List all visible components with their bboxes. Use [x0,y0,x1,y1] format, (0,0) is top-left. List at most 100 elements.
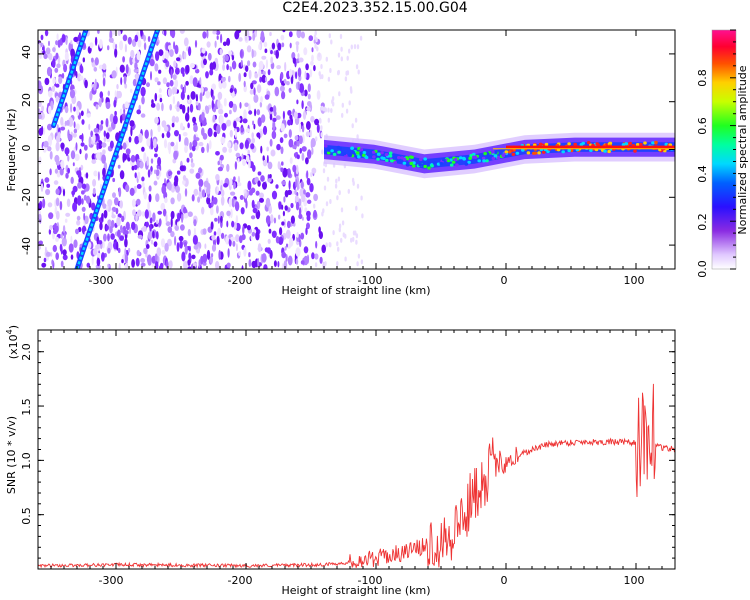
heatmap-cell [68,134,73,141]
heatmap-cell [194,40,198,48]
heatmap-cell [122,142,127,150]
heatmap-cell [248,259,252,267]
heatmap-cell [55,188,60,195]
heatmap-cell [85,195,91,204]
heatmap-cell [77,182,83,189]
colorbar-gradient [712,30,736,269]
heatmap-cell [73,239,78,248]
figure-title: C2E4.2023.352.15.00.G04 [282,0,468,16]
heatmap-cell [303,246,309,254]
heatmap-cell [154,92,158,102]
heatmap-cell [240,49,243,58]
heatmap-cell [166,82,170,88]
heatmap-cell [153,180,158,186]
heatmap-cell [170,210,175,220]
heatmap-cell [178,133,181,143]
heatmap-cell [297,53,300,59]
band-cell [327,148,332,152]
heatmap-cell [297,81,300,90]
heatmap-cell [154,63,159,72]
heatmap-cell [211,99,214,110]
band-cell [432,161,437,165]
heatmap-cell [336,261,339,267]
heatmap-cell [211,244,217,252]
heatmap-cell [76,61,81,66]
heatmap-cell [226,220,229,228]
heatmap-cell [136,158,140,169]
band-cell [405,156,409,160]
band-cell [359,148,364,152]
heatmap-cell [193,219,197,227]
heatmap-cell [221,123,227,131]
heatmap-cell [216,124,221,135]
heatmap-cell [156,102,161,111]
heatmap-cell [49,224,53,231]
heatmap-cell [295,258,299,265]
heatmap-cell [170,197,175,205]
heatmap-cell [345,108,349,114]
heatmap-cell [87,241,92,250]
heatmap-cell [219,154,224,161]
heatmap-cell [92,248,98,256]
heatmap-cell [355,205,358,211]
heatmap-cell [262,159,268,167]
heatmap-cell [107,90,111,97]
band-cell [393,160,398,165]
heatmap-cell [48,228,52,235]
heatmap-cell [288,237,294,247]
heatmap-cell [205,71,209,79]
bottom-y-tick-label: 0.5 [20,507,33,525]
heatmap-cell [199,92,203,102]
band-cell [521,148,525,152]
bottom-y-tick-label: 1.5 [20,398,33,416]
heatmap-cell [59,243,63,252]
heatmap-cell [135,213,138,222]
heatmap-cell [122,56,125,63]
heatmap-cell [38,127,43,136]
heatmap-cell [150,158,154,164]
heatmap-cell [153,241,158,248]
heatmap-cell [220,136,226,144]
heatmap-cell [296,112,302,119]
heatmap-cell [124,254,129,263]
heatmap-cell [281,180,286,185]
band-cell [561,150,565,154]
heatmap-cell [320,125,323,131]
heatmap-cell [311,252,315,260]
heatmap-cell [271,42,276,50]
heatmap-cell [307,149,312,160]
heatmap-cell [52,58,56,69]
heatmap-cell [120,225,123,232]
heatmap-cell [47,123,52,131]
heatmap-cell [70,176,74,184]
heatmap-cell [48,40,50,47]
heatmap-cell [243,189,246,194]
heatmap-cell [289,42,292,49]
band-cell [408,159,412,163]
band-cell [356,151,360,155]
heatmap-cell [310,137,316,148]
heatmap-cell [72,162,75,167]
band-cell [330,149,334,153]
heatmap-cell [155,169,160,177]
colorbar-ticks [730,29,736,270]
heatmap-cell [161,249,166,255]
band-cell [624,142,629,146]
heatmap-cell [136,249,140,257]
heatmap-cell [340,207,344,213]
heatmap-cell [315,37,318,43]
heatmap-cell [51,259,54,266]
snr-ticks [38,330,676,569]
heatmap-cell [259,192,264,199]
heatmap-cell [98,64,104,70]
heatmap-cell [301,152,305,161]
heatmap-cell [151,99,154,105]
heatmap-cell [259,101,263,108]
heatmap-cell [58,76,63,84]
heatmap-cell [220,195,225,206]
heatmap-cell [211,253,214,258]
heatmap-cell [132,209,136,217]
heatmap-cell [198,259,201,269]
heatmap-cell [192,139,198,148]
heatmap-cell [154,153,158,158]
